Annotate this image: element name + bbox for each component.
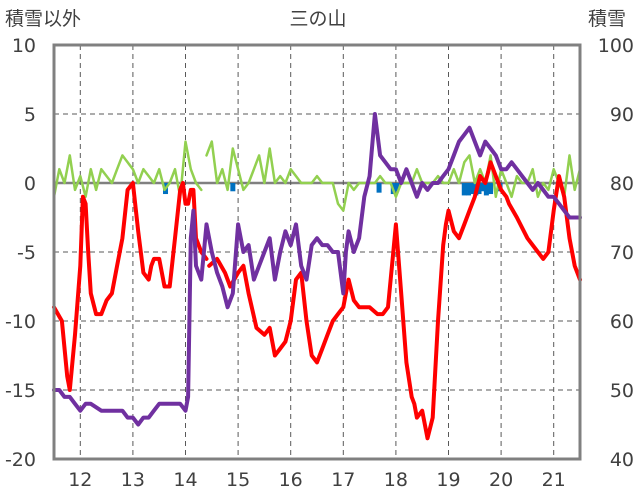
left-y-tick-label: 10 <box>12 35 36 57</box>
snow-bar <box>376 183 382 193</box>
snow-bar <box>461 183 467 196</box>
x-tick-label: 17 <box>331 469 355 491</box>
left-y-tick-label: -10 <box>5 311 36 333</box>
x-tick-label: 14 <box>173 469 197 491</box>
x-tick-label: 15 <box>226 469 250 491</box>
purple-series-line <box>52 112 582 427</box>
right-y-tick-label: 50 <box>610 380 634 402</box>
right-y-tick-label: 70 <box>610 242 634 264</box>
tick-labels: 12 13 14 15 16 17 18 19 20 211050-5-10-15-2010090… <box>5 35 634 491</box>
right-y-tick-label: 80 <box>610 173 634 195</box>
snow-bar <box>483 183 489 196</box>
grid <box>54 45 580 459</box>
series-lines <box>52 112 582 441</box>
left-y-tick-label: -15 <box>5 380 36 402</box>
right-y-tick-label: 40 <box>610 449 634 471</box>
x-tick-label: 20 <box>489 469 513 491</box>
left-y-tick-label: 5 <box>24 104 36 126</box>
snow-bar <box>230 183 236 192</box>
green-series-line <box>205 140 582 212</box>
x-tick-label: 19 <box>436 469 460 491</box>
right-y-tick-label: 60 <box>610 311 634 333</box>
chart-title: 三の山 <box>289 8 346 30</box>
x-tick-label: 12 <box>68 469 92 491</box>
x-tick-label: 16 <box>279 469 303 491</box>
left-axis-title: 積雪以外 <box>5 8 81 30</box>
snow-bar <box>476 183 482 195</box>
x-tick-label: 13 <box>121 469 145 491</box>
right-y-tick-label: 100 <box>598 35 634 57</box>
x-tick-label: 18 <box>384 469 408 491</box>
red-series-line <box>207 160 582 441</box>
red-series-line <box>52 181 209 392</box>
plot-frame <box>52 43 582 461</box>
snow-bar <box>469 183 475 195</box>
snow-bar <box>488 183 494 195</box>
green-series-line <box>52 140 203 199</box>
left-y-tick-label: -5 <box>17 242 36 264</box>
left-y-tick-label: 0 <box>24 173 36 195</box>
snow-bar <box>465 183 471 196</box>
snow-bar <box>394 183 400 192</box>
right-axis-title: 積雪 <box>588 8 626 30</box>
x-tick-label: 21 <box>542 469 566 491</box>
left-y-tick-label: -20 <box>5 449 36 471</box>
snow-bar <box>480 183 486 192</box>
right-y-tick-label: 90 <box>610 104 634 126</box>
